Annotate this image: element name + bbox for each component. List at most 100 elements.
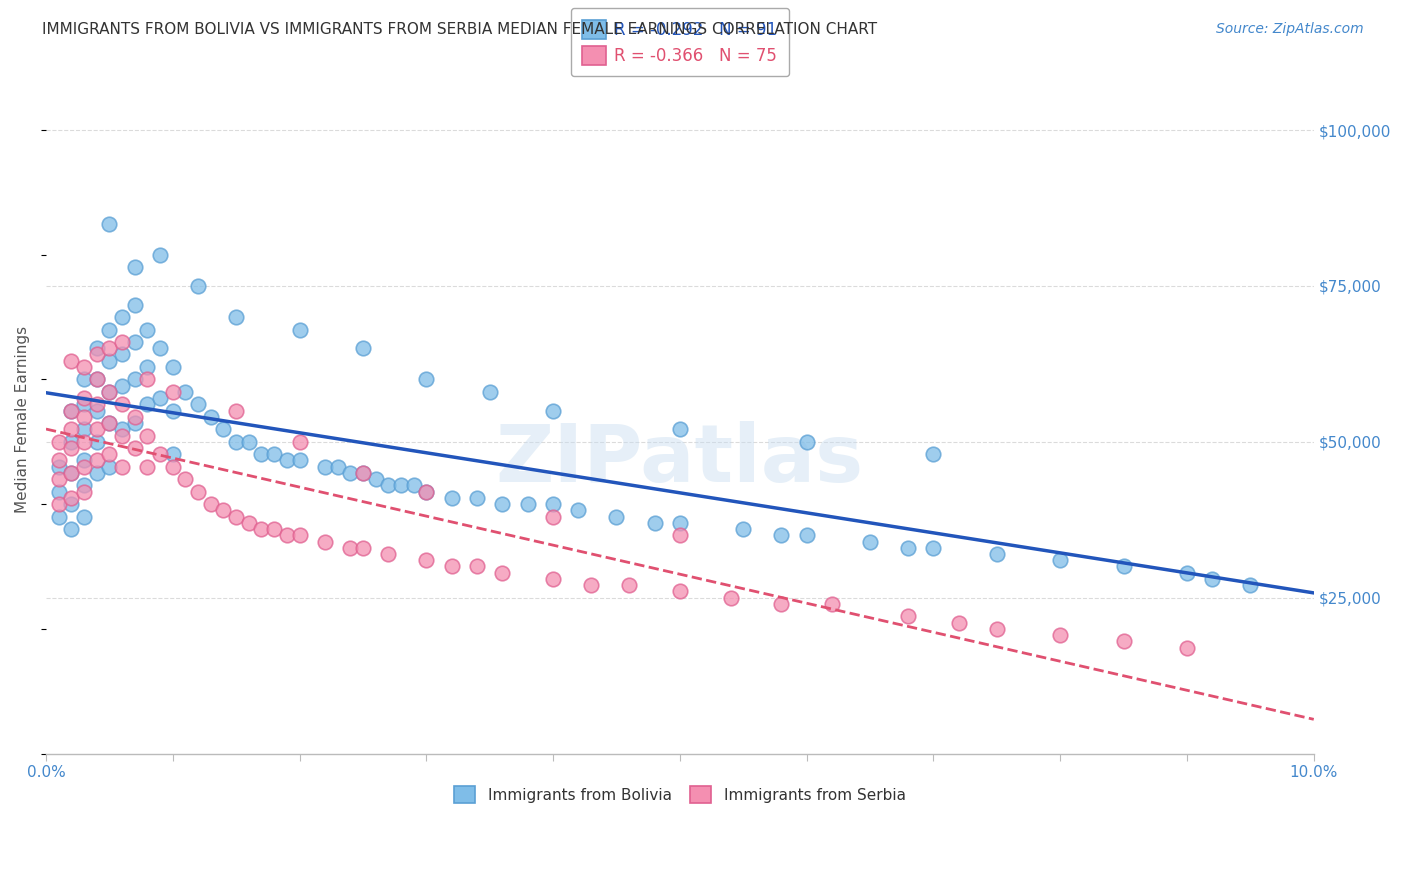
Point [73,422,96,436]
Legend: Immigrants from Bolivia, Immigrants from Serbia: Immigrants from Bolivia, Immigrants from… [444,777,915,813]
Point [98,217,121,231]
Point [238,434,260,449]
Point [98,384,121,399]
Point [644,516,666,530]
Point [415,484,437,499]
Point [111,459,134,474]
Point [149,341,172,355]
Point [491,497,513,511]
Point [73,409,96,424]
Point [136,459,159,474]
Point [617,578,640,592]
Point [314,534,336,549]
Point [897,541,920,555]
Point [60,422,83,436]
Point [48,459,70,474]
Point [98,341,121,355]
Point [288,434,311,449]
Point [1201,572,1223,586]
Point [60,466,83,480]
Point [389,478,412,492]
Point [200,409,222,424]
Point [124,441,146,455]
Point [48,472,70,486]
Point [48,434,70,449]
Point [821,597,844,611]
Point [796,528,818,542]
Point [669,528,692,542]
Point [364,472,387,486]
Point [60,403,83,417]
Point [86,453,108,467]
Point [86,397,108,411]
Point [73,484,96,499]
Point [162,403,184,417]
Point [86,347,108,361]
Point [162,459,184,474]
Point [149,447,172,461]
Point [111,397,134,411]
Point [86,466,108,480]
Point [124,409,146,424]
Point [415,372,437,386]
Point [352,341,374,355]
Point [250,522,273,536]
Point [922,447,945,461]
Point [1112,634,1135,648]
Point [1239,578,1261,592]
Point [465,559,488,574]
Point [1175,640,1198,655]
Text: IMMIGRANTS FROM BOLIVIA VS IMMIGRANTS FROM SERBIA MEDIAN FEMALE EARNINGS CORRELA: IMMIGRANTS FROM BOLIVIA VS IMMIGRANTS FR… [42,22,877,37]
Point [111,310,134,324]
Point [60,466,83,480]
Point [73,397,96,411]
Point [187,278,209,293]
Point [98,416,121,430]
Point [238,516,260,530]
Point [111,347,134,361]
Point [440,491,463,505]
Point [60,434,83,449]
Point [124,260,146,275]
Point [73,359,96,374]
Point [60,497,83,511]
Point [86,422,108,436]
Point [73,478,96,492]
Point [415,484,437,499]
Point [339,466,361,480]
Point [465,491,488,505]
Point [162,447,184,461]
Point [491,566,513,580]
Point [796,434,818,449]
Point [225,403,247,417]
Point [124,372,146,386]
Text: Source: ZipAtlas.com: Source: ZipAtlas.com [1216,22,1364,37]
Point [1049,628,1071,642]
Point [922,541,945,555]
Point [859,534,882,549]
Point [288,528,311,542]
Point [212,422,235,436]
Point [263,522,285,536]
Point [770,597,793,611]
Point [440,559,463,574]
Point [111,422,134,436]
Point [250,447,273,461]
Point [136,397,159,411]
Point [541,403,564,417]
Point [98,447,121,461]
Point [326,459,349,474]
Point [111,428,134,442]
Point [415,553,437,567]
Point [733,522,755,536]
Point [86,372,108,386]
Point [187,484,209,499]
Point [98,416,121,430]
Point [60,353,83,368]
Point [136,428,159,442]
Point [669,584,692,599]
Point [136,322,159,336]
Point [136,359,159,374]
Point [48,453,70,467]
Point [60,403,83,417]
